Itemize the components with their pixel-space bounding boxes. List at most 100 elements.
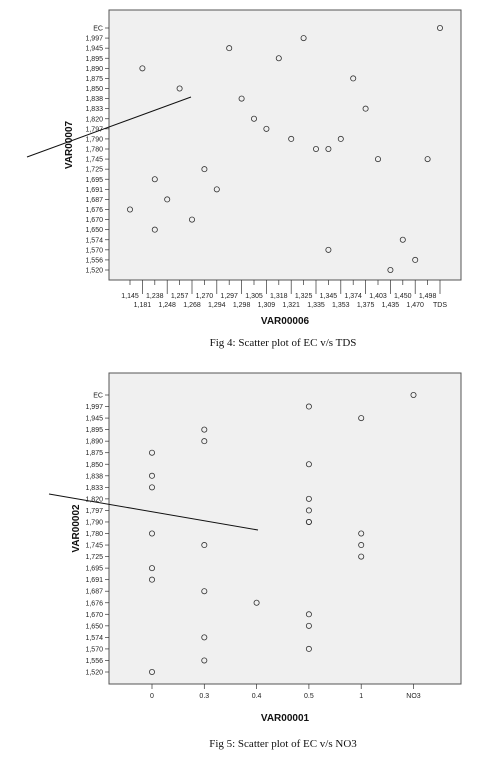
data-point bbox=[148, 449, 155, 456]
x-tick-label: 1,353 bbox=[332, 302, 350, 309]
data-point bbox=[305, 507, 312, 514]
scatter-chart-ec-vs-no3: 1,520 1,556 1,570 1,574 1,650 1,670 1,676 1,687… bbox=[48, 372, 462, 750]
x-axis-title: VAR00001 bbox=[261, 713, 310, 724]
data-point bbox=[201, 166, 208, 173]
y-tick-label: 1,676 bbox=[85, 207, 103, 214]
figure-caption: Fig 5: Scatter plot of EC v/s NO3 bbox=[209, 738, 357, 750]
y-tick-label: 1,895 bbox=[85, 427, 103, 434]
data-point bbox=[201, 588, 208, 595]
y-tick-label: 1,687 bbox=[85, 197, 103, 204]
y-tick-label: 1,997 bbox=[85, 404, 103, 411]
y-tick-label: 1,945 bbox=[85, 46, 103, 53]
data-point bbox=[201, 542, 208, 549]
y-tick-label: 1,875 bbox=[85, 76, 103, 83]
y-tick-label: 1,820 bbox=[85, 116, 103, 123]
data-point bbox=[238, 95, 245, 102]
y-tick-label: 1,745 bbox=[85, 543, 103, 550]
data-point bbox=[151, 226, 158, 233]
data-point bbox=[305, 611, 312, 618]
y-tick-label: 1,574 bbox=[85, 237, 103, 244]
y-tick-label: 1,997 bbox=[85, 36, 103, 43]
data-point bbox=[436, 24, 443, 31]
y-tick-label: 1,797 bbox=[85, 126, 103, 133]
x-tick-label: 1,403 bbox=[369, 293, 387, 300]
y-tick-label: 1,833 bbox=[85, 485, 103, 492]
data-point bbox=[305, 518, 312, 525]
fit-line bbox=[48, 493, 259, 531]
data-point bbox=[305, 461, 312, 468]
x-tick-label: 1,309 bbox=[258, 302, 276, 309]
y-tick-label: EC bbox=[93, 26, 103, 33]
data-point bbox=[362, 105, 369, 112]
y-tick-label: 1,670 bbox=[85, 612, 103, 619]
x-tick-label: 1,450 bbox=[394, 293, 412, 300]
data-point bbox=[148, 530, 155, 537]
x-tick-label: 0.3 bbox=[199, 693, 209, 700]
y-tick-label: 1,890 bbox=[85, 66, 103, 73]
y-tick-label: 1,676 bbox=[85, 600, 103, 607]
data-point bbox=[226, 45, 233, 52]
x-tick-label: TDS bbox=[433, 302, 447, 309]
data-point bbox=[305, 403, 312, 410]
data-point bbox=[358, 415, 365, 422]
data-point bbox=[151, 176, 158, 183]
data-point bbox=[410, 391, 417, 398]
x-tick-label: 1,298 bbox=[233, 302, 251, 309]
x-tick-label: 1,181 bbox=[134, 302, 152, 309]
data-point bbox=[358, 553, 365, 560]
data-point bbox=[253, 599, 260, 606]
data-point bbox=[350, 75, 357, 82]
data-point bbox=[164, 196, 171, 203]
data-point bbox=[250, 115, 257, 122]
data-point bbox=[325, 246, 332, 253]
x-tick-label: 1,321 bbox=[282, 302, 300, 309]
data-point bbox=[148, 565, 155, 572]
x-tick-label: 1,345 bbox=[320, 293, 338, 300]
y-tick-label: 1,797 bbox=[85, 508, 103, 515]
y-tick-label: 1,875 bbox=[85, 450, 103, 457]
x-tick-label: 1,318 bbox=[270, 293, 288, 300]
y-tick-label: 1,725 bbox=[85, 167, 103, 174]
x-tick-label: 1,325 bbox=[295, 293, 313, 300]
y-axis-title: VAR00002 bbox=[71, 504, 82, 553]
y-tick-label: 1,556 bbox=[85, 257, 103, 264]
data-point bbox=[399, 236, 406, 243]
x-tick-label: 1,238 bbox=[146, 293, 164, 300]
x-tick-label: 1,498 bbox=[419, 293, 437, 300]
data-point bbox=[300, 35, 307, 42]
data-point bbox=[325, 145, 332, 152]
y-tick-label: 1,650 bbox=[85, 623, 103, 630]
data-point bbox=[148, 669, 155, 676]
data-point bbox=[188, 216, 195, 223]
data-point bbox=[201, 634, 208, 641]
y-tick-label: 1,670 bbox=[85, 217, 103, 224]
y-tick-label: 1,725 bbox=[85, 554, 103, 561]
y-tick-label: 1,695 bbox=[85, 177, 103, 184]
data-point bbox=[305, 495, 312, 502]
x-tick-label: 1,305 bbox=[245, 293, 263, 300]
scatter-chart-ec-vs-tds: 1,520 1,556 1,570 1,574 1,650 1,670 1,676 1,687… bbox=[26, 9, 462, 349]
data-point bbox=[263, 125, 270, 132]
x-tick-label: 0 bbox=[150, 693, 154, 700]
fit-line bbox=[26, 96, 192, 158]
data-point bbox=[139, 65, 146, 72]
y-axis-title: VAR00007 bbox=[64, 120, 75, 169]
y-tick-label: EC bbox=[93, 393, 103, 400]
y-tick-label: 1,687 bbox=[85, 589, 103, 596]
y-tick-label: 1,570 bbox=[85, 646, 103, 653]
data-point bbox=[201, 426, 208, 433]
y-tick-label: 1,745 bbox=[85, 157, 103, 164]
data-point bbox=[213, 186, 220, 193]
y-tick-label: 1,895 bbox=[85, 56, 103, 63]
x-tick-label: 1,335 bbox=[307, 302, 325, 309]
data-point bbox=[201, 657, 208, 664]
data-point bbox=[305, 645, 312, 652]
data-point bbox=[424, 156, 431, 163]
x-tick-label: 1,257 bbox=[171, 293, 189, 300]
x-tick-label: 1,268 bbox=[183, 302, 201, 309]
x-tick-label: 1,470 bbox=[406, 302, 424, 309]
data-point bbox=[176, 85, 183, 92]
y-tick-label: 1,850 bbox=[85, 86, 103, 93]
data-point bbox=[201, 438, 208, 445]
